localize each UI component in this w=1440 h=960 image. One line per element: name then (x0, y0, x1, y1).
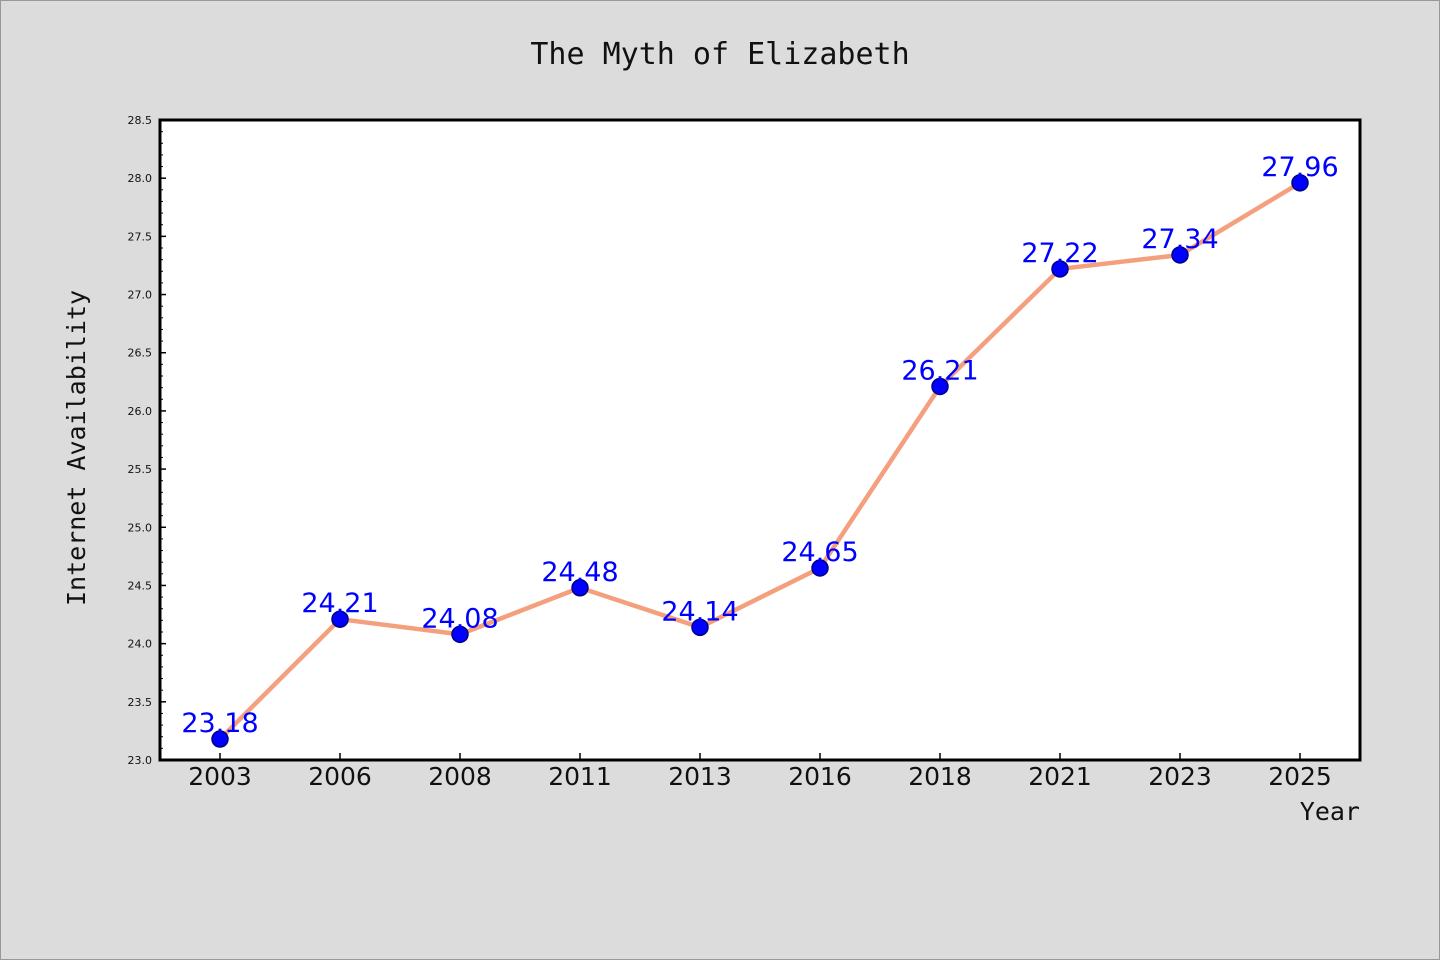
data-point (1291, 174, 1309, 192)
data-point (931, 377, 949, 396)
x-tick-label: 2021 (1028, 762, 1092, 791)
chart-title: The Myth of Elizabeth (530, 37, 909, 72)
x-tick-label: 2008 (428, 762, 492, 791)
x-tick-label: 2011 (548, 762, 612, 791)
y-tick-label: 24.5 (128, 579, 153, 592)
data-label: 26.21 (901, 355, 978, 386)
data-point (331, 610, 349, 628)
data-labels: 23.18 24.21 24.08 24.48 24.14 24.65 26.21 27.22… (181, 152, 1338, 739)
x-tick-label: 2003 (188, 762, 252, 791)
data-label: 24.65 (781, 537, 858, 568)
y-tick-label: 24.0 (128, 638, 153, 651)
series-line (217, 180, 1303, 742)
y-axis-label: Internet Availability (62, 290, 91, 606)
x-tick-label: 2025 (1268, 762, 1332, 791)
data-point (691, 618, 709, 637)
y-tick-label: 23.5 (128, 696, 153, 709)
y-tick-label: 27.0 (128, 289, 153, 302)
y-tick-label: 28.0 (128, 172, 153, 185)
data-point (1171, 246, 1189, 264)
data-label: 24.08 (421, 603, 498, 634)
data-label: 24.48 (541, 557, 618, 588)
x-tick-label: 2006 (308, 762, 372, 791)
plot-area (160, 120, 1360, 760)
data-label: 24.21 (301, 588, 378, 619)
x-axis-ticks: 2003 2006 2008 2011 2013 2016 2018 2021 2023 2025 (188, 753, 1332, 791)
data-label: 24.14 (661, 596, 738, 627)
data-label: 27.34 (1141, 224, 1218, 255)
data-points (211, 174, 1309, 748)
data-point (1051, 260, 1069, 278)
data-point (451, 625, 469, 644)
x-axis-label: Year (1300, 797, 1360, 826)
data-point (211, 730, 229, 748)
y-tick-label: 28.5 (128, 114, 153, 127)
y-tick-label: 25.5 (128, 463, 153, 476)
plot-frame (158, 118, 1362, 762)
y-tick-label: 26.0 (128, 405, 153, 418)
x-tick-label: 2016 (788, 762, 852, 791)
y-tick-label: 27.5 (128, 230, 153, 243)
y-tick-label: 26.5 (128, 347, 153, 360)
x-tick-label: 2023 (1148, 762, 1212, 791)
x-tick-label: 2018 (908, 762, 972, 791)
data-point (811, 559, 829, 577)
data-label: 23.18 (181, 708, 258, 739)
data-label: 27.96 (1261, 152, 1338, 183)
y-tick-label: 23.0 (128, 754, 153, 767)
data-point (571, 579, 589, 597)
y-tick-label: 25.0 (128, 521, 153, 534)
x-tick-label: 2013 (668, 762, 732, 791)
data-label: 27.22 (1021, 238, 1098, 269)
